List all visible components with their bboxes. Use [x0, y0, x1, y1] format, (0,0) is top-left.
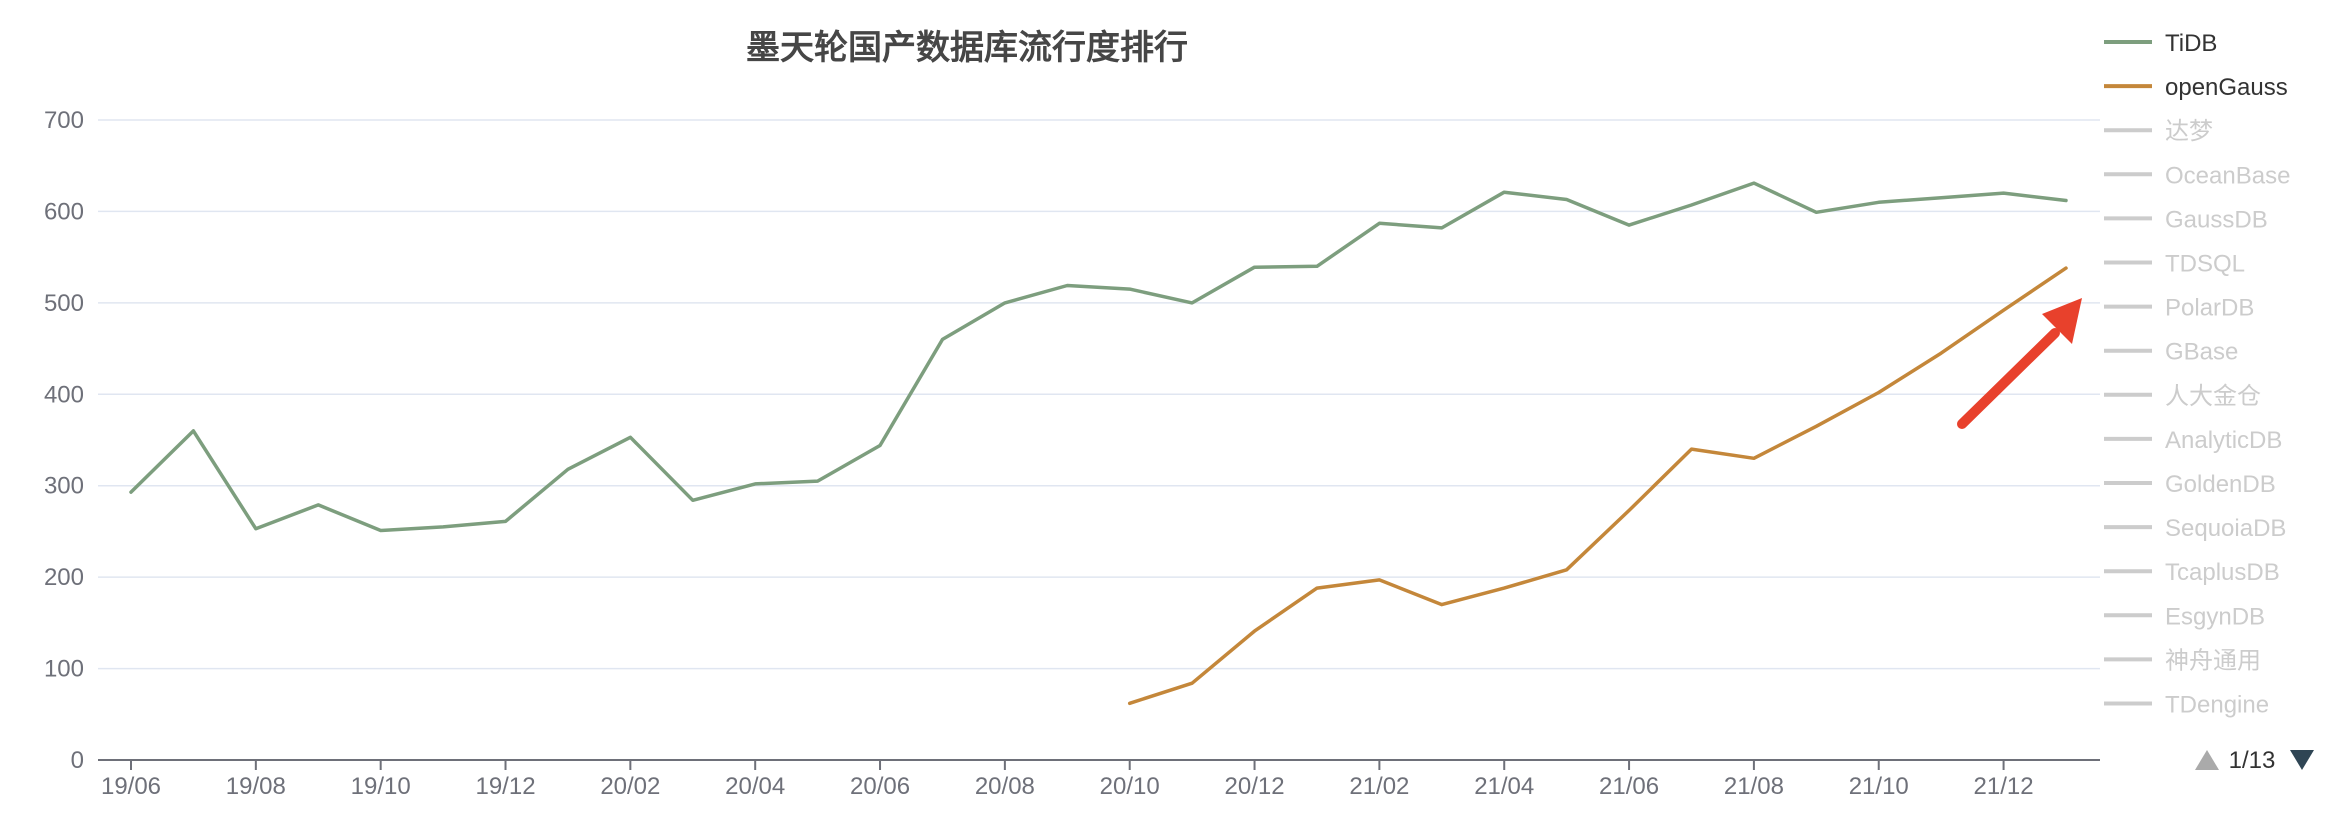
legend-item[interactable]: 人大金仓 — [2104, 383, 2261, 410]
legend-item[interactable]: TDengine — [2104, 692, 2269, 719]
x-axis: 19/06 19/08 19/10 19/12 20/02 20/04 20/06 20/08… — [98, 759, 2100, 800]
x-tick-label: 20/06 — [850, 773, 910, 800]
legend-label: GoldenDB — [2165, 471, 2276, 498]
y-tick-label: 100 — [44, 656, 84, 683]
annotation-arrow — [1957, 298, 2082, 429]
legend-label: EsgynDB — [2165, 603, 2265, 630]
x-tick-label: 20/04 — [725, 773, 785, 800]
legend-item[interactable]: GBase — [2104, 339, 2238, 366]
x-tick-label: 19/06 — [101, 773, 161, 800]
legend-item[interactable]: GaussDB — [2104, 206, 2268, 233]
legend-label: GBase — [2165, 339, 2238, 366]
legend-item[interactable]: SequoiaDB — [2104, 515, 2286, 542]
y-tick-label: 700 — [44, 107, 84, 134]
x-tick-label: 21/02 — [1349, 773, 1409, 800]
x-tick-label: 19/10 — [351, 773, 411, 800]
x-tick-label: 21/06 — [1599, 773, 1659, 800]
legend-item[interactable]: AnalyticDB — [2104, 427, 2282, 454]
x-tick-label: 19/08 — [226, 773, 286, 800]
legend-label: TDengine — [2165, 692, 2269, 719]
legend[interactable]: TiDB openGauss 达梦 OceanBase GaussDB TDSQL Pola… — [2104, 30, 2290, 719]
legend-item[interactable]: 达梦 — [2104, 118, 2213, 145]
series-lines — [129, 181, 2068, 706]
y-tick-label: 200 — [44, 564, 84, 591]
legend-item[interactable]: EsgynDB — [2104, 603, 2265, 630]
legend-item[interactable]: GoldenDB — [2104, 471, 2276, 498]
arrow-shaft — [1957, 328, 2060, 429]
legend-item[interactable]: 神舟通用 — [2104, 647, 2261, 674]
legend-label: SequoiaDB — [2165, 515, 2286, 542]
series-line-tidb — [129, 181, 2068, 533]
x-tick-label: 21/10 — [1849, 773, 1909, 800]
legend-prev-page-icon[interactable] — [2195, 750, 2219, 770]
legend-label: TDSQL — [2165, 251, 2245, 278]
legend-label: GaussDB — [2165, 206, 2268, 233]
x-tick-label: 20/10 — [1100, 773, 1160, 800]
legend-label: PolarDB — [2165, 295, 2254, 322]
series-line-opengauss — [1127, 266, 2068, 706]
x-tick-label: 20/12 — [1225, 773, 1285, 800]
grid-lines — [98, 119, 2100, 670]
legend-label: 达梦 — [2165, 118, 2213, 145]
y-tick-label: 0 — [71, 747, 84, 774]
x-tick-label: 21/04 — [1474, 773, 1534, 800]
x-tick-label: 20/08 — [975, 773, 1035, 800]
y-axis: 0 100 200 300 400 500 600 700 — [44, 107, 84, 774]
legend-label: AnalyticDB — [2165, 427, 2282, 454]
x-tick-label: 21/12 — [1974, 773, 2034, 800]
x-tick-label: 20/02 — [600, 773, 660, 800]
x-tick-label: 21/08 — [1724, 773, 1784, 800]
legend-label: 神舟通用 — [2165, 647, 2261, 674]
chart-title: 墨天轮国产数据库流行度排行 — [746, 28, 1188, 68]
legend-label: OceanBase — [2165, 162, 2290, 189]
legend-item[interactable]: openGauss — [2104, 74, 2288, 101]
legend-label: TiDB — [2165, 30, 2217, 57]
y-tick-label: 300 — [44, 473, 84, 500]
y-tick-label: 600 — [44, 198, 84, 225]
legend-item[interactable]: OceanBase — [2104, 162, 2290, 189]
y-tick-label: 500 — [44, 290, 84, 317]
legend-item[interactable]: TiDB — [2104, 30, 2217, 57]
legend-page-indicator: 1/13 — [2229, 747, 2276, 774]
legend-pager: 1/13 — [2195, 747, 2314, 774]
y-tick-label: 400 — [44, 381, 84, 408]
arrow-head-icon — [2042, 298, 2082, 344]
legend-label: 人大金仓 — [2165, 383, 2261, 410]
legend-item[interactable]: PolarDB — [2104, 295, 2254, 322]
x-tick-label: 19/12 — [475, 773, 535, 800]
legend-item[interactable]: TcaplusDB — [2104, 559, 2280, 586]
legend-item[interactable]: TDSQL — [2104, 251, 2245, 278]
legend-label: openGauss — [2165, 74, 2288, 101]
legend-next-page-icon[interactable] — [2290, 750, 2314, 770]
legend-label: TcaplusDB — [2165, 559, 2280, 586]
